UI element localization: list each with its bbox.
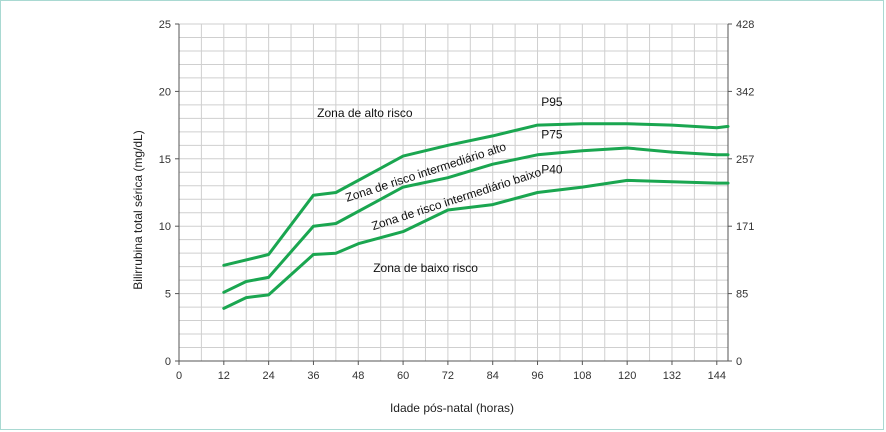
x-tick-label: 96 (531, 370, 543, 382)
grid (179, 23, 728, 361)
y2-tick-label: 342 (736, 86, 754, 98)
x-tick-label: 144 (708, 370, 726, 382)
y-tick-label: 20 (159, 86, 171, 98)
series-lines (222, 122, 730, 310)
x-tick-label: 36 (307, 370, 319, 382)
y-tick-label: 25 (159, 19, 171, 31)
x-tick-label: 24 (263, 370, 275, 382)
y2-tick-label: 171 (736, 221, 754, 233)
y-tick-label: 10 (159, 221, 171, 233)
x-tick-label: 132 (663, 370, 681, 382)
axes: 0 5 10 15 20 25 0 85 171 257 342 428 0 12 24 36 48 60 72 84… (159, 19, 755, 382)
series-line-p95 (222, 122, 730, 267)
x-tick-label: 108 (573, 370, 591, 382)
zone-annotation: Zona de alto risco (317, 106, 413, 120)
y-tick-label: 5 (165, 289, 171, 301)
y-tick-label: 15 (159, 154, 171, 166)
zone-annotation: Zona de baixo risco (373, 261, 478, 275)
y2-tick-label: 0 (736, 356, 742, 368)
zone-annotation: P75 (541, 128, 563, 142)
y2-tick-label: 428 (736, 19, 754, 31)
y-axis-label: Bilirrubina total sérica (mg/dL) (131, 130, 145, 289)
x-tick-label: 48 (352, 370, 364, 382)
x-axis-label: Idade pós-natal (horas) (390, 401, 514, 415)
zone-annotation: P40 (541, 163, 563, 177)
series-line-p75 (222, 146, 730, 294)
x-tick-label: 60 (397, 370, 409, 382)
x-tick-label: 120 (618, 370, 636, 382)
x-tick-label: 72 (442, 370, 454, 382)
x-tick-label: 84 (487, 370, 499, 382)
y2-tick-label: 257 (736, 154, 754, 166)
zone-annotation: P95 (541, 95, 563, 109)
x-tick-label: 12 (218, 370, 230, 382)
y-tick-label: 0 (165, 356, 171, 368)
series-line-p40 (222, 178, 730, 310)
y2-tick-label: 85 (736, 289, 748, 301)
x-tick-label: 0 (176, 370, 182, 382)
